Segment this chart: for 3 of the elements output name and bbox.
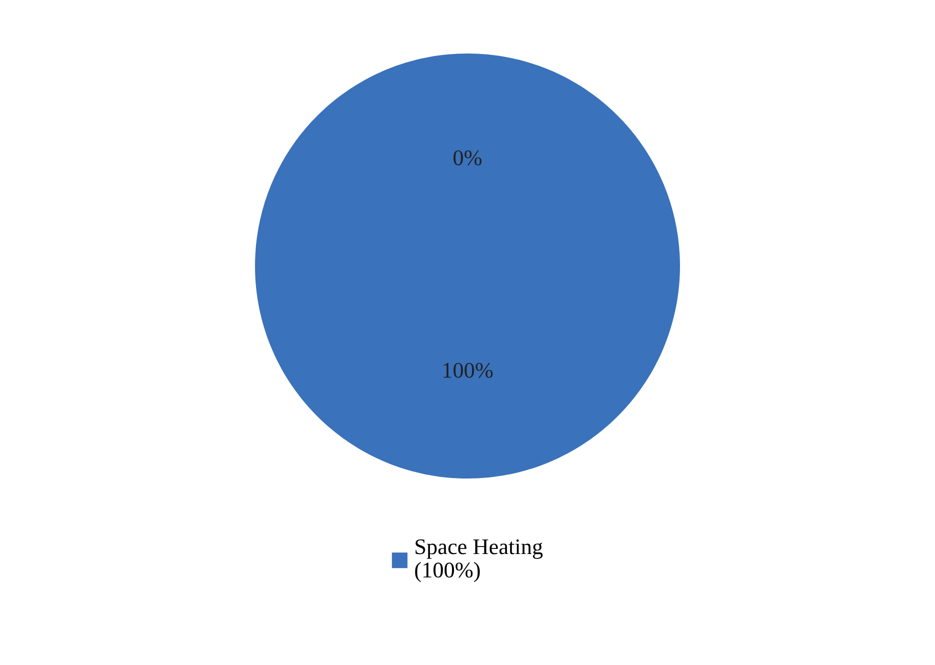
data-label: 100% bbox=[444, 362, 493, 378]
legend-label: Space Heating (100%) bbox=[415, 539, 543, 582]
text: 0% bbox=[454, 150, 482, 166]
